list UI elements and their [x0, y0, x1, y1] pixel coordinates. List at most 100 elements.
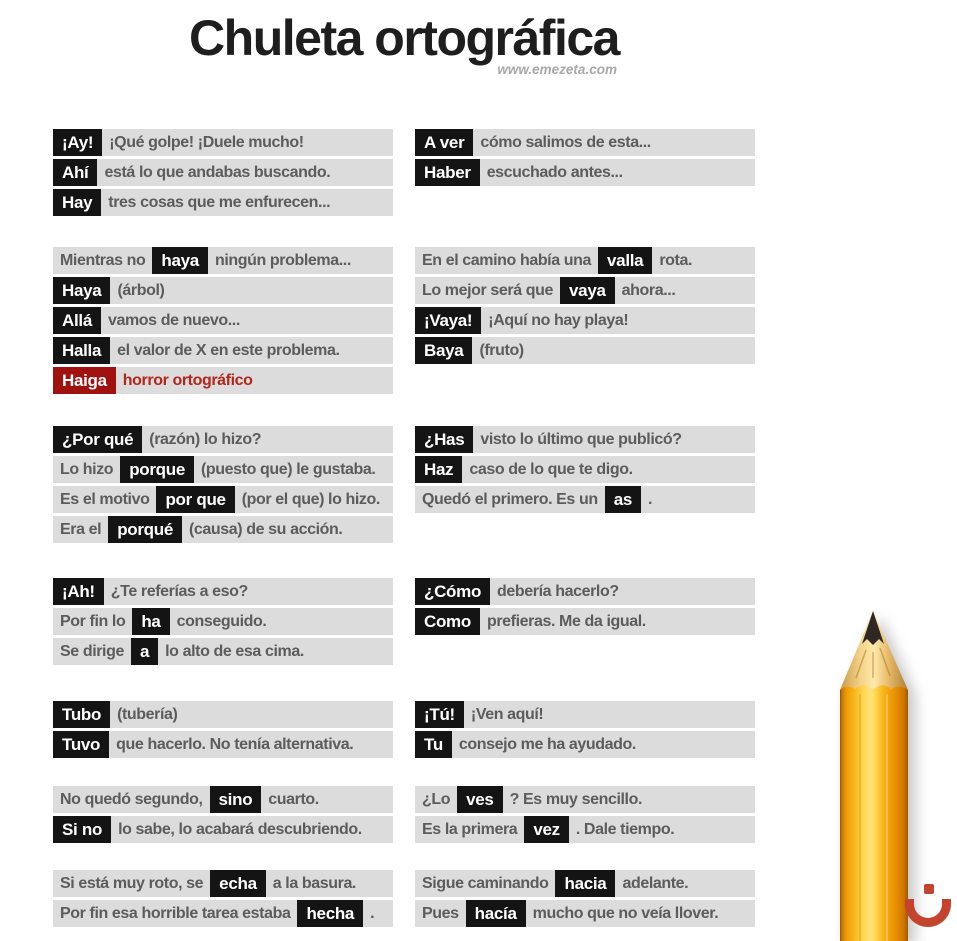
rule-row: Lo mejor será que vaya ahora...: [415, 277, 755, 304]
highlight-chip: as: [604, 486, 642, 513]
highlight-chip: Ahí: [53, 159, 98, 186]
rule-row: En el camino había una valla rota.: [415, 247, 755, 274]
highlight-chip: sino: [209, 786, 262, 813]
row-text: Por fin lo: [60, 612, 126, 630]
rule-row: Como prefieras. Me da igual.: [415, 608, 755, 635]
rule-row: Era el porqué (causa) de su acción.: [53, 516, 393, 543]
highlight-chip: Si no: [53, 816, 112, 843]
row-text: Por fin esa horrible tarea estaba: [60, 904, 291, 922]
row-text: horror ortográfico: [122, 371, 253, 389]
highlight-chip: ha: [132, 608, 170, 635]
row-text: Era el: [60, 520, 102, 538]
rule-row: Por fin lo ha conseguido.: [53, 608, 393, 635]
header: Chuleta ortográfica www.emezeta.com: [53, 0, 755, 79]
rule-row: Si no lo sabe, lo acabará descubriendo.: [53, 816, 393, 843]
logo-bowl: [905, 899, 951, 927]
website-credit: www.emezeta.com: [497, 62, 617, 77]
row-text: conseguido.: [176, 612, 267, 630]
row-text: prefieras. Me da igual.: [486, 612, 646, 630]
highlight-chip: Halla: [53, 337, 111, 364]
row-text: Se dirige: [60, 642, 124, 660]
right-column: ¿Has visto lo último que publicó? Haz caso …: [415, 426, 755, 543]
rule-row: Mientras no haya ningún problema...: [53, 247, 393, 274]
rule-band: Si está muy roto, se echa a la basura. Por …: [53, 870, 755, 927]
rule-row: Tuvo que hacerlo. No tenía alternativa.: [53, 731, 393, 758]
rule-row: ¡Vaya! ¡Aquí no hay playa!: [415, 307, 755, 334]
highlight-chip: hacia: [555, 870, 616, 897]
highlight-chip: ¡Tú!: [415, 701, 464, 728]
rule-row: ¡Tú! ¡Ven aquí!: [415, 701, 755, 728]
rule-row: Tu consejo me ha ayudado.: [415, 731, 755, 758]
page-title: Chuleta ortográfica: [189, 10, 620, 66]
right-column: En el camino había una valla rota. Lo mejor…: [415, 247, 755, 394]
highlight-chip: Haya: [53, 277, 111, 304]
rule-row: Por fin esa horrible tarea estaba hecha.: [53, 900, 393, 927]
highlight-chip: ¿Por qué: [53, 426, 143, 453]
rule-row: ¿Has visto lo último que publicó?: [415, 426, 755, 453]
highlight-chip: ¡Vaya!: [415, 307, 482, 334]
row-text: ¡Qué golpe! ¡Duele mucho!: [109, 133, 304, 151]
row-text: ? Es muy sencillo.: [509, 790, 643, 808]
highlight-chip: ¿Cómo: [415, 578, 491, 605]
highlight-chip: valla: [598, 247, 653, 274]
left-column: ¡Ay! ¡Qué golpe! ¡Duele mucho! Ahí está lo …: [53, 129, 393, 216]
row-text: escuchado antes...: [486, 163, 623, 181]
row-text: rota.: [659, 251, 693, 269]
row-text: tres cosas que me enfurecen...: [108, 193, 331, 211]
row-text: .: [370, 904, 375, 922]
rule-row: ¿Por qué (razón) lo hizo?: [53, 426, 393, 453]
rule-row: Haya (árbol): [53, 277, 393, 304]
row-text: a la basura.: [272, 874, 357, 892]
row-text: el valor de X en este problema.: [117, 341, 340, 359]
row-text: lo sabe, lo acabará descubriendo.: [118, 820, 362, 838]
rule-row: Lo hizo porque (puesto que) le gustaba.: [53, 456, 393, 483]
row-text: (tubería): [117, 705, 178, 723]
right-column: Sigue caminando hacia adelante. Pues hacía mu…: [415, 870, 755, 927]
rule-row: Es la primera vez . Dale tiempo.: [415, 816, 755, 843]
highlight-chip: echa: [210, 870, 266, 897]
row-text: ningún problema...: [214, 251, 351, 269]
row-text: Mientras no: [60, 251, 146, 269]
title-block: Chuleta ortográfica www.emezeta.com: [189, 10, 620, 77]
row-text: Si está muy roto, se: [60, 874, 204, 892]
left-column: Mientras no haya ningún problema... Haya (ár…: [53, 247, 393, 394]
rule-row: Sigue caminando hacia adelante.: [415, 870, 755, 897]
row-text: Sigue caminando: [422, 874, 549, 892]
highlight-chip: Baya: [415, 337, 473, 364]
highlight-chip: a: [130, 638, 159, 665]
row-text: ahora...: [621, 281, 676, 299]
rule-row: Pues hacía mucho que no veía llover.: [415, 900, 755, 927]
row-text: cuarto.: [268, 790, 319, 808]
highlight-chip: haya: [152, 247, 208, 274]
rule-band: ¿Por qué (razón) lo hizo? Lo hizo porque (pu…: [53, 426, 755, 543]
pencil-illustration: [836, 608, 912, 941]
row-text: ¿Te referías a eso?: [110, 582, 248, 600]
row-text: caso de lo que te digo.: [469, 460, 633, 478]
row-text: (razón) lo hizo?: [149, 430, 262, 448]
row-text: (causa) de su acción.: [189, 520, 343, 538]
highlight-chip: Haber: [415, 159, 480, 186]
highlight-chip: vez: [524, 816, 569, 843]
row-text: (puesto que) le gustaba.: [201, 460, 376, 478]
row-text: lo alto de esa cima.: [165, 642, 304, 660]
row-text: cómo salimos de esta...: [480, 133, 651, 151]
right-column: ¡Tú! ¡Ven aquí! Tu consejo me ha ayudado.: [415, 701, 755, 758]
rule-row: A ver cómo salimos de esta...: [415, 129, 755, 156]
rule-row: ¡Ay! ¡Qué golpe! ¡Duele mucho!: [53, 129, 393, 156]
row-text: Lo mejor será que: [422, 281, 554, 299]
rule-row: Haiga horror ortográfico: [53, 367, 393, 394]
rule-band: ¡Ah! ¿Te referías a eso? Por fin lo ha conse…: [53, 578, 755, 665]
rule-row: ¿Cómo debería hacerlo?: [415, 578, 755, 605]
row-text: visto lo último que publicó?: [480, 430, 682, 448]
rules-list: ¡Ay! ¡Qué golpe! ¡Duele mucho! Ahí está lo …: [53, 129, 755, 927]
logo-dot: [924, 884, 934, 894]
rule-band: Tubo (tubería) Tuvo que hacerlo. No tenía a…: [53, 701, 755, 758]
row-text: Lo hizo: [60, 460, 114, 478]
content-area: Chuleta ortográfica www.emezeta.com ¡Ay!…: [53, 0, 755, 927]
row-text: mucho que no veía llover.: [532, 904, 719, 922]
row-text: Es la primera: [422, 820, 518, 838]
highlight-chip: Tu: [415, 731, 452, 758]
highlight-chip: ves: [457, 786, 503, 813]
highlight-chip: Allá: [53, 307, 101, 334]
